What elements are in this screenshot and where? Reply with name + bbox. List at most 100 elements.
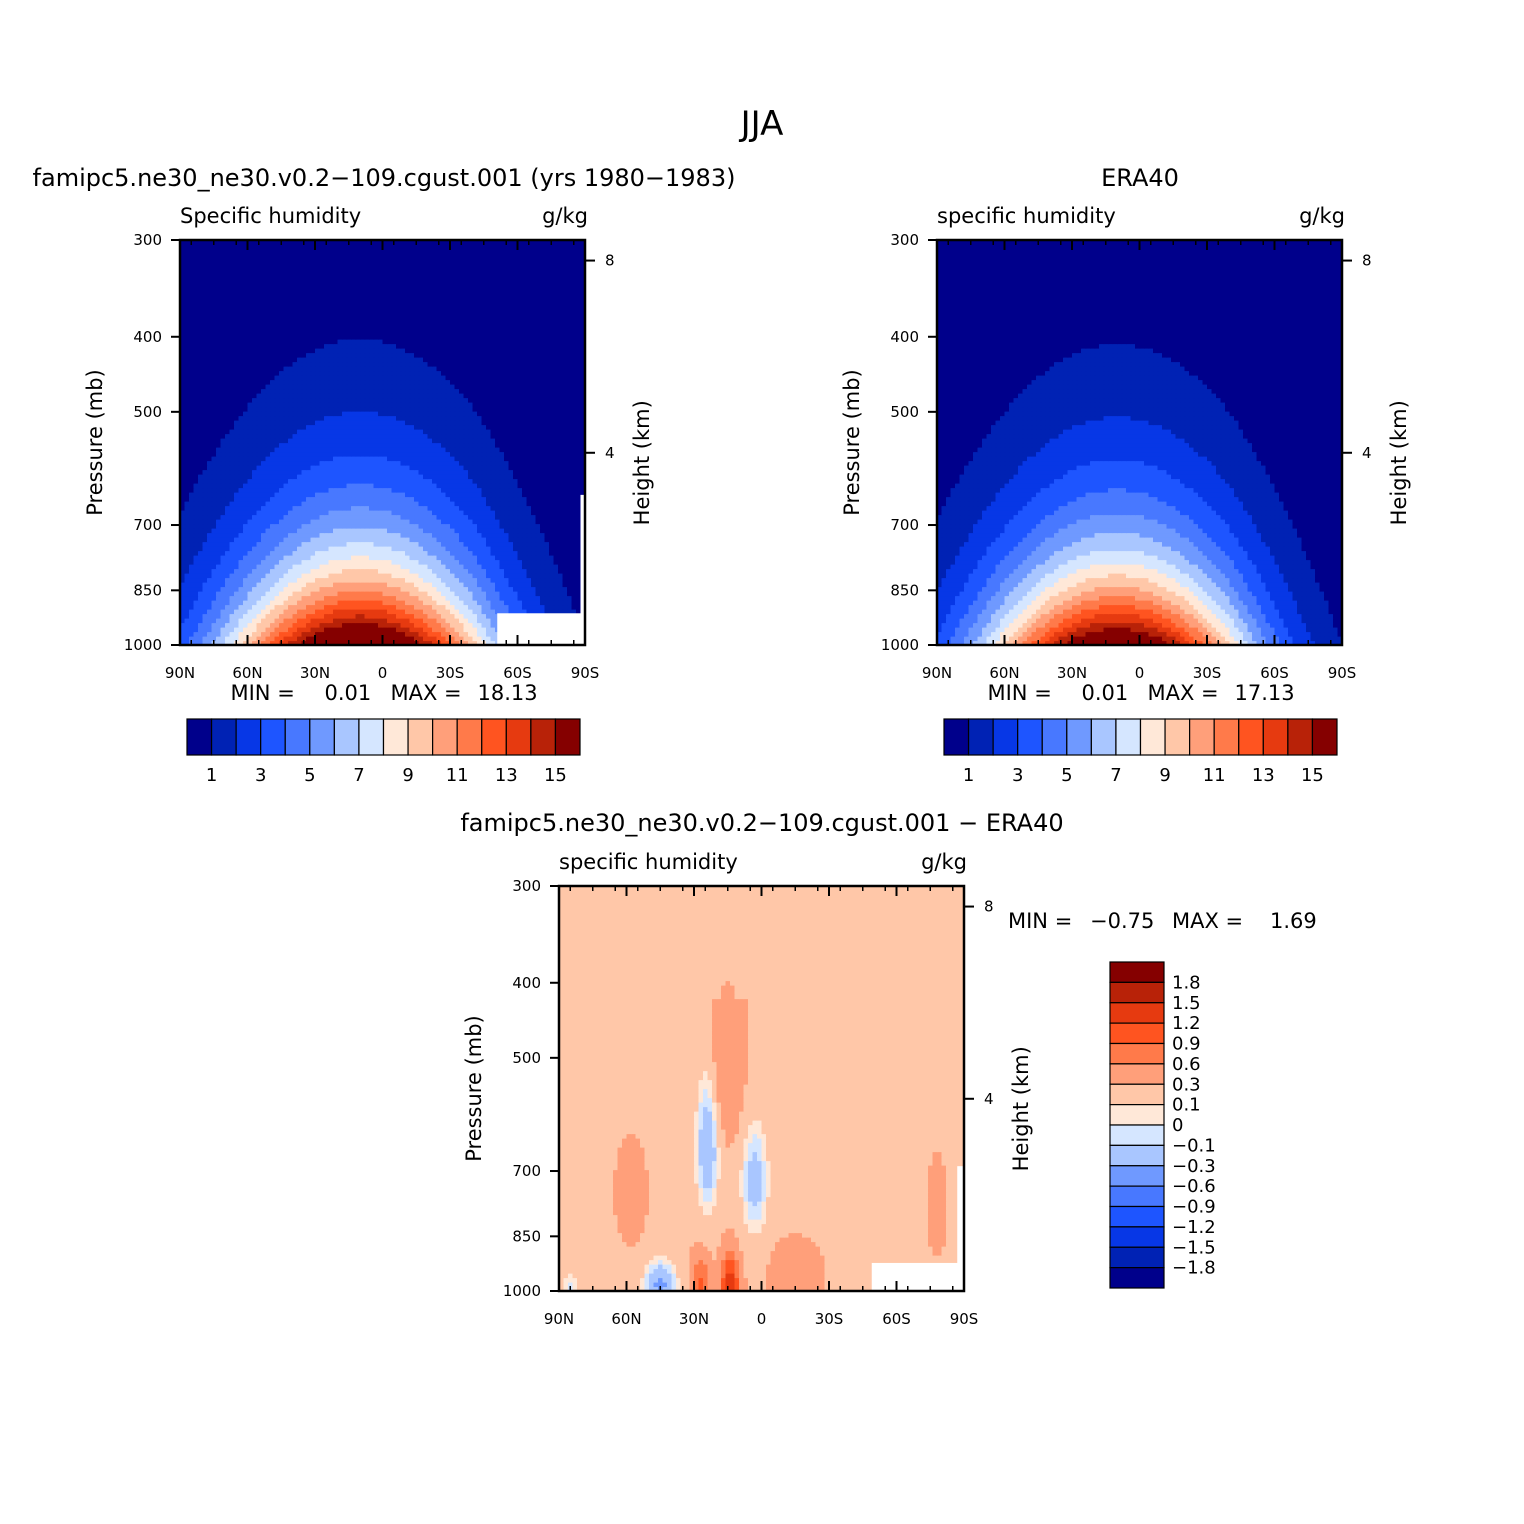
contour-cell [365,528,370,533]
contour-cell [387,551,392,556]
contour-cell [198,483,203,488]
contour-cell [284,438,289,443]
contour-cell [572,555,577,560]
contour-cell [522,578,527,583]
contour-cell [257,447,262,452]
contour-cell [423,560,428,565]
contour-cell [279,573,284,578]
contour-cell [374,402,379,407]
contour-cell [572,533,577,538]
contour-cell [365,465,370,470]
contour-cell [378,402,383,407]
contour-cell [486,560,491,565]
contour-cell [329,416,334,421]
contour-cell [221,614,226,619]
contour-cell [234,447,239,452]
contour-cell [554,398,559,403]
contour-cell [558,443,563,448]
contour-cell [212,515,217,520]
contour-cell [531,488,536,493]
contour-cell [185,614,190,619]
contour-cell [522,425,527,430]
contour-cell [459,416,464,421]
contour-cell [473,605,478,610]
contour-cell [567,470,572,475]
contour-cell [387,537,392,542]
contour-cell [360,537,365,542]
contour-cell [252,501,257,506]
contour-cell [405,470,410,475]
contour-cell [297,510,302,515]
contour-cell [275,618,280,623]
contour-cell [203,605,208,610]
contour-cell [243,434,248,439]
contour-cell [428,555,433,560]
contour-cell [491,542,496,547]
contour-cell [531,497,536,502]
contour-cell [360,515,365,520]
contour-cell [383,429,388,434]
contour-cell [234,438,239,443]
contour-cell [455,483,460,488]
contour-cell [504,438,509,443]
contour-cell [482,551,487,556]
contour-cell [266,425,271,430]
contour-cell [414,420,419,425]
contour-cell [392,596,397,601]
contour-cell [279,393,284,398]
contour-cell [513,479,518,484]
contour-cell [567,587,572,592]
contour-cell [401,578,406,583]
contour-cell [239,591,244,596]
contour-cell [333,596,338,601]
contour-cell [401,573,406,578]
contour-cell [275,488,280,493]
contour-cell [459,447,464,452]
contour-cell [392,456,397,461]
contour-cell [221,470,226,475]
contour-cell [216,501,221,506]
contour-cell [464,537,469,542]
contour-cell [392,470,397,475]
contour-cell [455,533,460,538]
contour-cell [261,582,266,587]
contour-cell [540,398,545,403]
contour-cell [243,510,248,515]
contour-cell [428,596,433,601]
contour-cell [284,632,289,637]
contour-cell [221,519,226,524]
contour-cell [477,560,482,565]
contour-cell [572,528,577,533]
contour-cell [189,569,194,574]
contour-cell [279,488,284,493]
contour-cell [194,605,199,610]
contour-cell [473,407,478,412]
contour-cell [495,438,500,443]
contour-cell [387,510,392,515]
contour-cell [297,434,302,439]
contour-cell [410,483,415,488]
contour-cell [563,551,568,556]
contour-cell [257,600,262,605]
contour-cell [347,569,352,574]
contour-cell [360,510,365,515]
contour-cell [432,407,437,412]
contour-cell [549,537,554,542]
contour-cell [491,636,496,641]
contour-cell [261,420,266,425]
contour-cell [432,632,437,637]
contour-cell [230,596,235,601]
contour-cell [428,524,433,529]
contour-cell [563,443,568,448]
contour-cell [527,551,532,556]
contour-cell [401,488,406,493]
contour-cell [320,591,325,596]
contour-cell [396,573,401,578]
contour-cell [477,510,482,515]
contour-cell [333,393,338,398]
contour-cell [261,632,266,637]
contour-cell [572,474,577,479]
contour-cell [563,434,568,439]
contour-cell [266,506,271,511]
contour-cell [189,452,194,457]
